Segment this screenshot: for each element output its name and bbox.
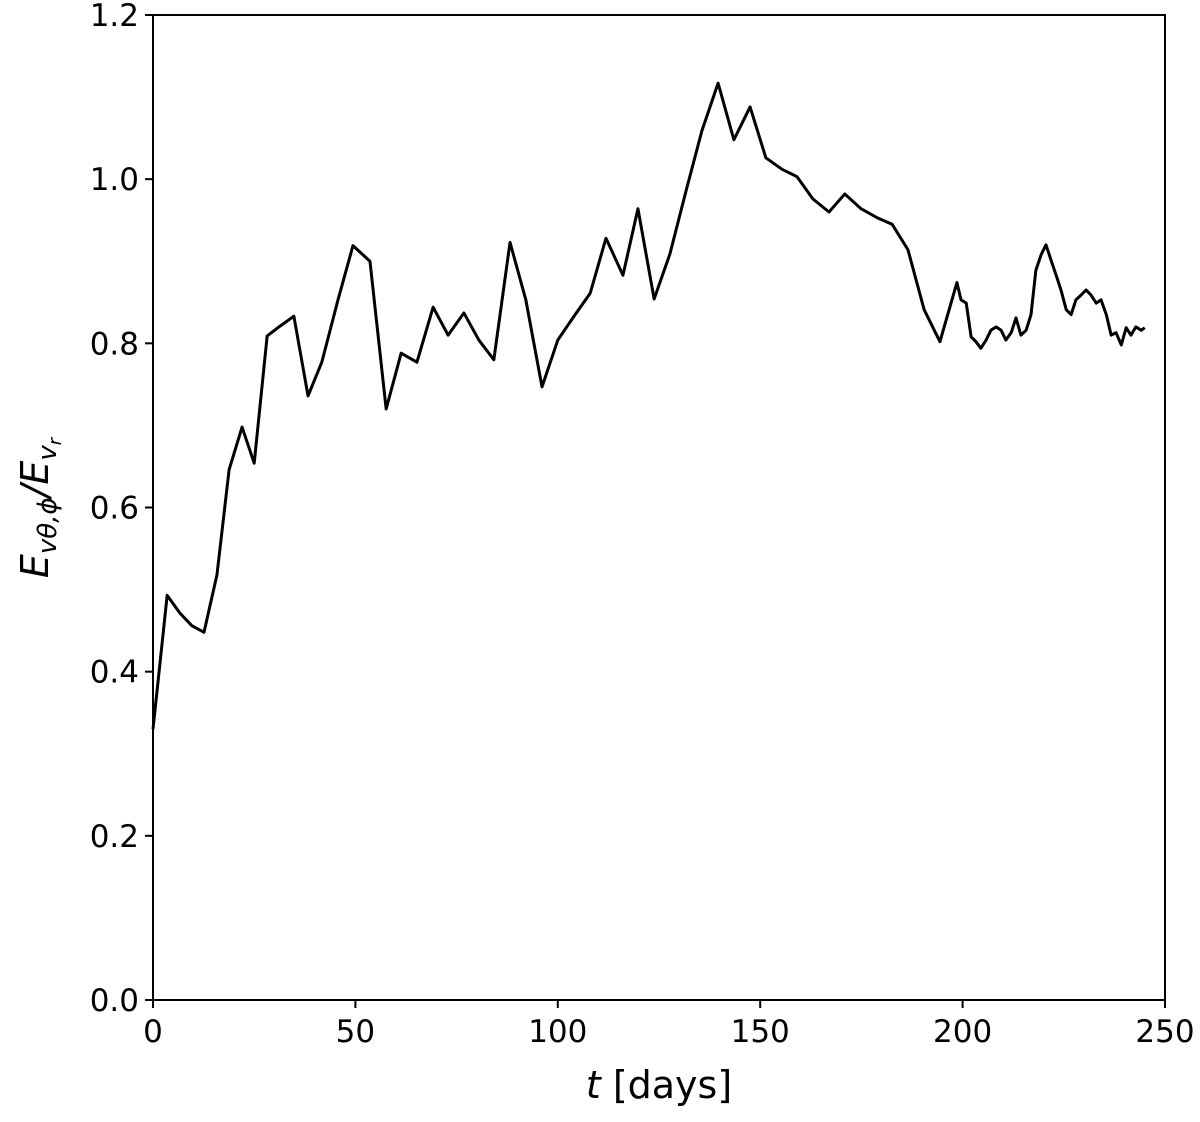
x-tick-label: 150 [731,1014,790,1050]
y-tick-label: 0.2 [90,819,139,855]
x-tick-label: 200 [933,1014,992,1050]
y-axis-label: Evθ,ϕ/Evr [13,436,66,578]
data-line [151,81,1146,730]
y-label-part: /E [13,461,57,501]
x-label-var: t [586,1063,603,1107]
y-tick-label: 0.0 [90,983,139,1019]
y-tick-label: 0.4 [90,655,139,691]
y-label-part: E [13,554,57,578]
y-label-sub: v [33,445,63,461]
x-tick-label: 0 [143,1014,163,1050]
x-tick-label: 250 [1135,1014,1194,1050]
y-label-subsub: r [45,436,66,445]
y-tick-label: 1.0 [90,162,139,198]
x-tick-label: 50 [336,1014,375,1050]
x-axis-label: t [days] [586,1063,732,1107]
x-label-unit: [days] [613,1063,732,1107]
y-tick-label: 1.2 [90,0,139,34]
y-label-sub: vθ,ϕ [33,497,63,554]
y-tick-label: 0.8 [90,326,139,362]
y-tick-label: 0.6 [90,491,139,527]
x-tick-label: 100 [528,1014,587,1050]
plot-frame [152,14,1166,1001]
